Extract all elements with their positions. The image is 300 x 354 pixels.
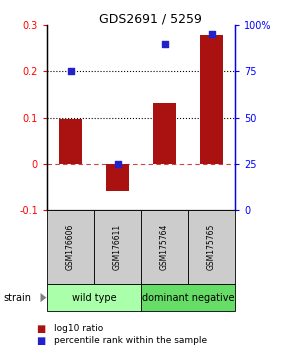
Text: wild type: wild type <box>72 293 116 303</box>
Text: log10 ratio: log10 ratio <box>54 324 103 333</box>
Point <box>162 41 167 46</box>
Bar <box>200 35 223 164</box>
Text: GSM176611: GSM176611 <box>113 224 122 270</box>
Bar <box>59 119 82 164</box>
Text: strain: strain <box>3 293 31 303</box>
Bar <box>153 103 176 164</box>
Text: ■: ■ <box>36 336 45 346</box>
Point <box>68 68 73 74</box>
Text: GSM176606: GSM176606 <box>66 224 75 270</box>
Point <box>115 161 120 167</box>
Text: dominant negative: dominant negative <box>142 293 234 303</box>
Bar <box>106 164 129 190</box>
Point <box>209 32 214 37</box>
Text: GDS2691 / 5259: GDS2691 / 5259 <box>99 12 201 25</box>
Text: percentile rank within the sample: percentile rank within the sample <box>54 337 207 346</box>
Text: ■: ■ <box>36 324 45 333</box>
Text: GSM175765: GSM175765 <box>207 224 216 270</box>
Text: GSM175764: GSM175764 <box>160 224 169 270</box>
